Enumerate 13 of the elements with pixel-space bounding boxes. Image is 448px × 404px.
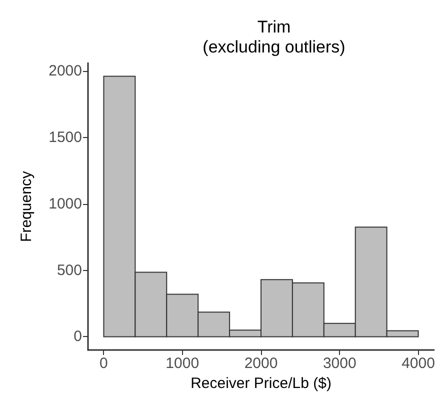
x-tick-label: 3000	[322, 355, 356, 372]
x-tick-label: 4000	[402, 355, 435, 372]
chart-title: Trim (excluding outliers)	[202, 18, 346, 56]
y-tick-label: 1000	[48, 195, 82, 212]
x-tick-label: 1000	[166, 355, 200, 372]
y-axis-title: Frequency	[18, 170, 35, 242]
x-tick-label: 2000	[244, 355, 278, 372]
y-tick-label: 2000	[48, 62, 82, 80]
x-axis-title: Receiver Price/Lb ($)	[190, 375, 332, 392]
y-tick-label: 0	[74, 328, 82, 346]
y-tick-label: 1500	[48, 128, 82, 146]
y-tick-label: 500	[56, 262, 82, 279]
x-tick-label: 0	[100, 355, 108, 372]
